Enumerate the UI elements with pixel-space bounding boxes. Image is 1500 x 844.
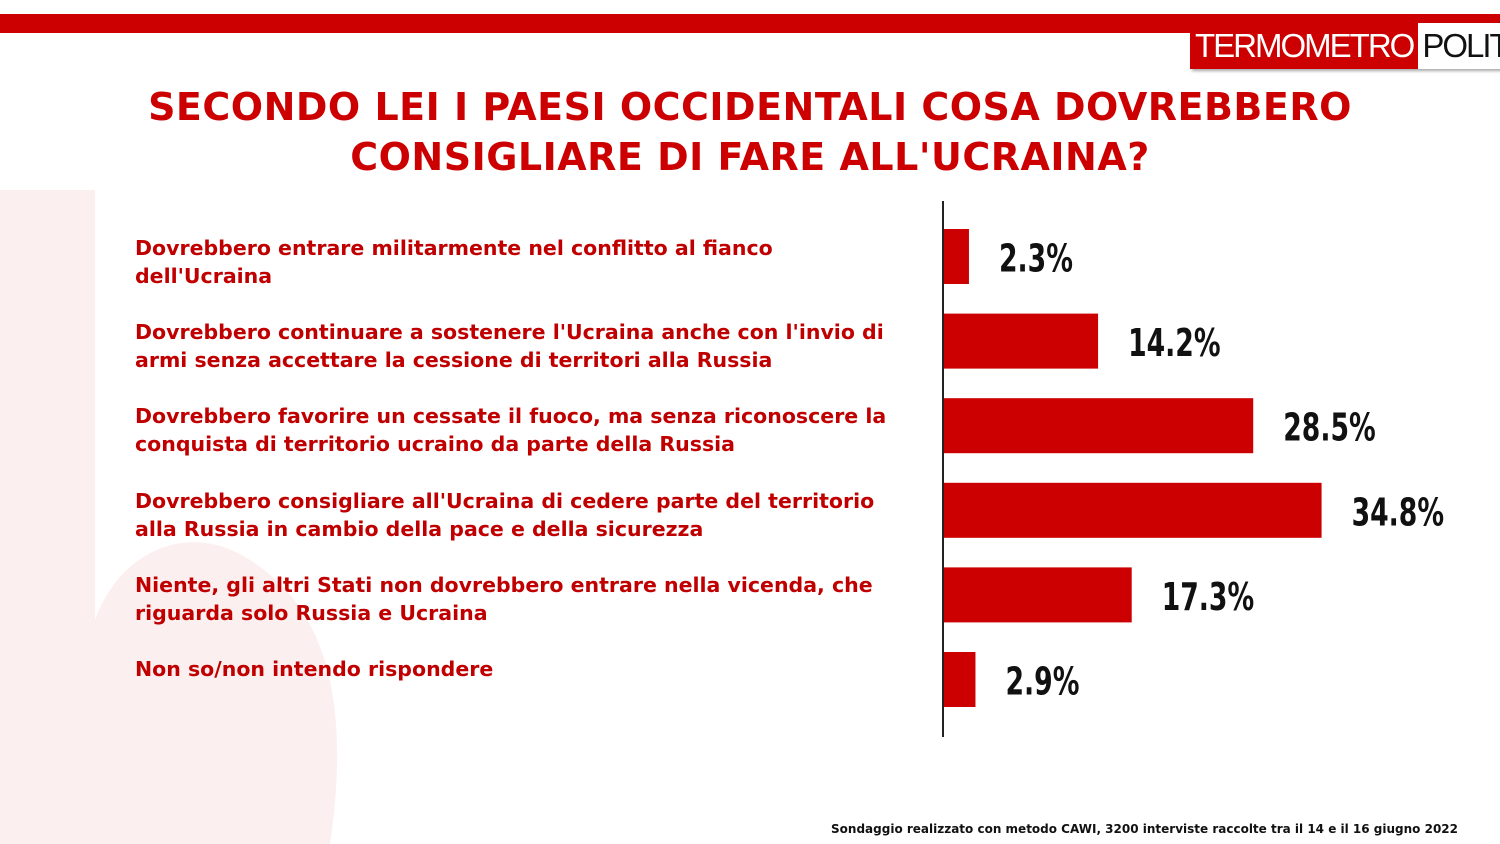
bar-1 [944, 229, 969, 284]
brand-logo-left: TERMOMETRO [1190, 23, 1419, 69]
chart-title-line-1: SECONDO LEI I PAESI OCCIDENTALI COSA DOV… [148, 85, 1352, 129]
top-stripe [0, 14, 1500, 33]
bar-6 [944, 652, 976, 707]
category-label-2: Dovrebbero continuare a sostenere l'Ucra… [135, 320, 884, 372]
bar-4 [944, 482, 1322, 538]
chart-title-line-2: CONSIGLIARE DI FARE ALL'UCRAINA? [350, 135, 1150, 179]
brand-logo: TERMOMETRO POLITICO [1190, 23, 1500, 69]
category-label-4: Dovrebbero consigliare all'Ucraina di ce… [135, 489, 875, 541]
value-label-2: 14.2% [1128, 321, 1221, 365]
chart-title: SECONDO LEI I PAESI OCCIDENTALI COSA DOV… [0, 82, 1500, 182]
category-label-6: Non so/non intendo rispondere [135, 657, 494, 681]
value-label-4: 34.8% [1352, 490, 1445, 534]
category-label-3: Dovrebbero favorire un cessate il fuoco,… [135, 404, 887, 456]
bar-3 [944, 398, 1254, 454]
bar-2 [944, 313, 1099, 369]
value-label-6: 2.9% [1005, 660, 1079, 704]
y-axis-line [942, 201, 944, 737]
category-label-1: Dovrebbero entrare militarmente nel conf… [135, 236, 773, 288]
survey-footnote: Sondaggio realizzato con metodo CAWI, 32… [831, 822, 1458, 836]
value-label-3: 28.5% [1283, 406, 1376, 450]
value-label-5: 17.3% [1162, 575, 1255, 619]
brand-logo-right: POLITICO [1422, 27, 1500, 64]
category-label-5: Niente, gli altri Stati non dovrebbero e… [135, 573, 873, 625]
bar-5 [944, 567, 1132, 623]
value-label-1: 2.3% [999, 237, 1073, 281]
